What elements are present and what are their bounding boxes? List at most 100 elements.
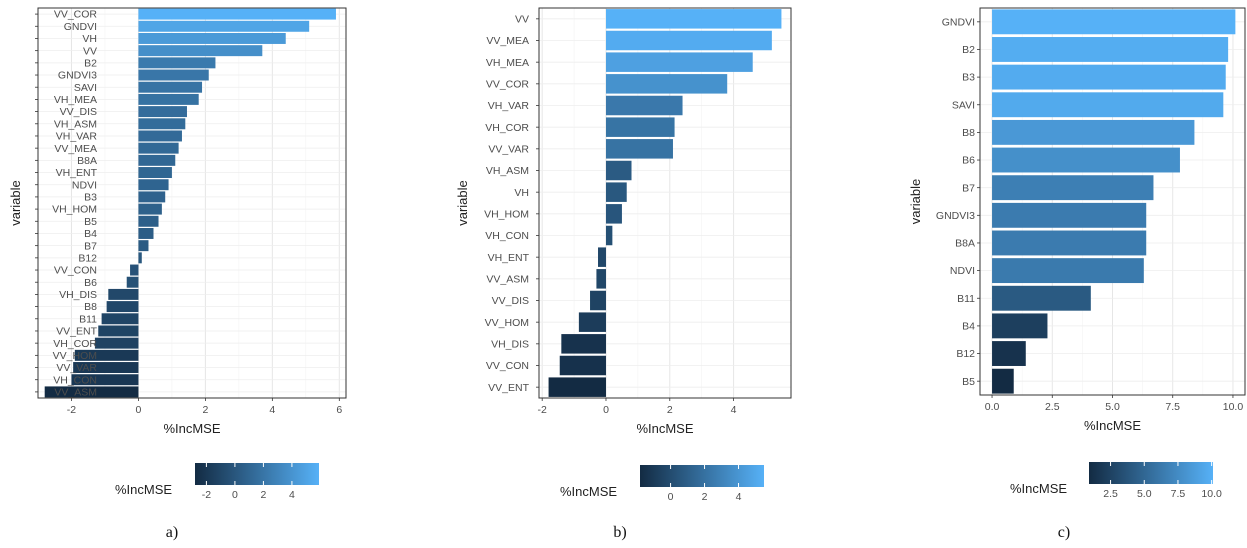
y-tick-label: B3 [84, 192, 97, 204]
legend-title: %IncMSE [1010, 481, 1067, 496]
y-tick-label: VV_ASM [54, 387, 97, 399]
y-tick-label: GNDVI3 [936, 210, 975, 222]
x-axis-title: %IncMSE [163, 421, 220, 436]
x-tick-label: 4 [269, 404, 275, 416]
bar-b3 [138, 191, 166, 203]
bar-vv-con [130, 264, 139, 276]
bar-vv-asm [596, 269, 606, 289]
bar-gndvi [992, 9, 1236, 35]
y-tick-label: VH_COR [53, 338, 97, 350]
legend-tick-label: 5.0 [1137, 488, 1152, 500]
x-tick-label: 10.0 [1223, 401, 1244, 413]
y-tick-label: NDVI [950, 265, 975, 277]
bar-vv-dis [138, 106, 187, 118]
y-tick-label: VV_HOM [53, 350, 97, 362]
bar-ndvi [138, 179, 169, 191]
y-tick-label: B4 [84, 228, 97, 240]
y-tick-label: B11 [957, 293, 975, 305]
x-tick-label: -2 [538, 404, 547, 416]
bar-vh-var [138, 130, 182, 142]
bar-b4 [992, 313, 1048, 339]
colorbar-legend: %IncMSE 0 2 4 [560, 465, 764, 503]
bar-vh-cor [94, 337, 139, 349]
plot-frame [538, 7, 792, 399]
y-tick-label: B5 [84, 216, 97, 228]
y-tick-label: VV_DIS [492, 295, 529, 307]
chart-panel-1: VV_CORGNDVIVHVVB2GNDVI3SAVIVH_MEAVV_DISV… [8, 7, 347, 541]
bar-vv [605, 9, 782, 29]
bar-b8a [992, 230, 1147, 256]
y-tick-label: VV_VAR [56, 362, 97, 374]
colorbar [640, 465, 764, 487]
legend-title: %IncMSE [560, 484, 617, 499]
panel-caption: a) [166, 524, 178, 541]
bar-vv-ent [548, 377, 606, 397]
y-tick-label: VV_ENT [56, 326, 97, 338]
bar-b8 [106, 301, 139, 313]
y-tick-label: B11 [79, 313, 97, 325]
y-tick-label: GNDVI [942, 16, 975, 28]
bar-b8a [138, 154, 176, 166]
x-tick-label: -2 [67, 404, 76, 416]
y-tick-label: VH_HOM [484, 208, 529, 220]
y-tick-label: VH_VAR [488, 100, 530, 112]
bar-vh-dis [561, 334, 606, 354]
y-tick-label: VH_ASM [54, 118, 97, 130]
bar-vh-cor [605, 117, 675, 137]
bar-b2 [992, 37, 1229, 62]
bar-b6 [126, 276, 139, 288]
panel-caption: b) [613, 524, 626, 541]
legend-tick-label: 0 [232, 489, 238, 501]
y-tick-label: B3 [962, 72, 975, 84]
y-tick-label: B2 [962, 44, 975, 56]
legend-tick-label: 7.5 [1171, 488, 1186, 500]
bar-vh [605, 182, 627, 202]
y-tick-label: GNDVI3 [58, 70, 97, 82]
bar-b5 [138, 215, 159, 227]
y-tick-label: NDVI [72, 179, 97, 191]
y-tick-label: B12 [956, 348, 975, 360]
bar-ndvi [992, 258, 1144, 284]
y-tick-label: VH_MEA [486, 57, 529, 69]
bar-vh-mea [605, 52, 753, 72]
y-tick-label: VV_CON [54, 265, 97, 277]
y-axis-title: variable [908, 179, 923, 225]
bar-vv-cor [605, 74, 728, 94]
y-tick-label: B8 [84, 301, 97, 313]
bar-vh-asm [605, 160, 632, 181]
bar-vh-con [605, 225, 613, 246]
y-tick-label: VV [83, 45, 97, 57]
plot-area [539, 8, 791, 398]
bar-vv [138, 45, 263, 57]
y-tick-label: VH_ENT [488, 252, 530, 264]
y-tick-label: VV_MEA [54, 143, 97, 155]
colorbar-legend: %IncMSE -2 0 2 4 [115, 463, 319, 501]
bar-vv-con [559, 355, 606, 376]
bar-vh-ent [598, 247, 606, 267]
y-tick-label: VH_DIS [491, 338, 529, 350]
y-tick-label: VH_COR [485, 122, 529, 134]
x-tick-label: 6 [336, 404, 342, 416]
legend-tick-label: 2 [702, 491, 708, 503]
legend-title: %IncMSE [115, 482, 172, 497]
x-tick-label: 0 [136, 404, 142, 416]
bar-vh-asm [138, 118, 186, 130]
x-tick-label: 0 [603, 404, 609, 416]
y-tick-label: B6 [962, 155, 975, 167]
y-tick-label: B8 [962, 127, 975, 139]
y-tick-label: SAVI [74, 82, 97, 94]
legend-tick-label: 2 [260, 489, 266, 501]
x-axis-title: %IncMSE [636, 421, 693, 436]
bar-b12 [138, 252, 142, 264]
bar-vv-hom [578, 312, 606, 332]
bar-vv-var [605, 139, 673, 159]
legend-tick-label: -2 [202, 489, 211, 501]
y-tick-label: B8A [955, 238, 975, 250]
y-tick-label: VV_CON [486, 360, 529, 372]
legend-tick-label: 2.5 [1103, 488, 1118, 500]
y-tick-label: VV_COR [54, 9, 98, 21]
y-tick-label: B6 [84, 277, 97, 289]
y-tick-label: B12 [78, 252, 97, 264]
legend-tick-label: 4 [736, 491, 742, 503]
